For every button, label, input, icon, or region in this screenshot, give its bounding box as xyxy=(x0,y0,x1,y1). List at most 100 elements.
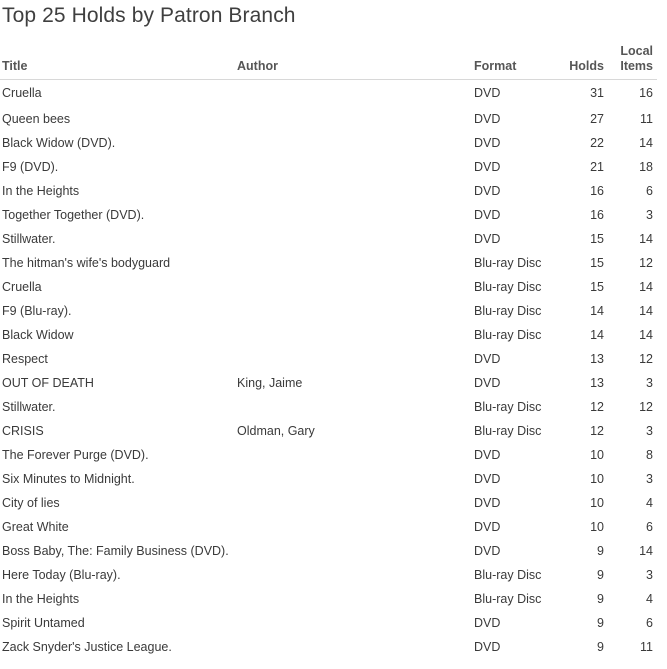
cell-holds: 22 xyxy=(590,136,604,150)
column-header-author[interactable]: Author xyxy=(236,44,473,80)
cell-local-items: 12 xyxy=(639,400,653,414)
cell-format: Blu-ray Disc xyxy=(474,328,542,342)
cell-local-items: 14 xyxy=(639,304,653,318)
column-header-holds[interactable]: Holds xyxy=(563,44,608,80)
cell-local-items: 14 xyxy=(639,280,653,294)
cell-title: Stillwater. xyxy=(2,400,56,414)
table-row[interactable]: The Forever Purge (DVD). DVD 10 8 xyxy=(0,443,657,467)
table-row[interactable]: Spirit Untamed DVD 9 6 xyxy=(0,611,657,635)
cell-format: DVD xyxy=(474,640,501,654)
cell-holds: 27 xyxy=(590,112,604,126)
cell-author xyxy=(236,107,473,131)
cell-author xyxy=(236,467,473,491)
table-body: Cruella DVD 31 16 Queen bees DVD 27 11 Black Wid… xyxy=(0,80,657,660)
cell-title: F9 (DVD). xyxy=(2,160,59,174)
cell-format: DVD xyxy=(474,616,501,630)
cell-format: DVD xyxy=(474,184,501,198)
table-row[interactable]: In the Heights Blu-ray Disc 9 4 xyxy=(0,587,657,611)
cell-author xyxy=(236,635,473,659)
cell-title: Six Minutes to Midnight. xyxy=(2,472,135,486)
cell-title: Spirit Untamed xyxy=(2,616,85,630)
table-row[interactable]: F9 (DVD). DVD 21 18 xyxy=(0,155,657,179)
table-row[interactable]: Six Minutes to Midnight. DVD 10 3 xyxy=(0,467,657,491)
cell-local-items: 11 xyxy=(640,640,653,654)
cell-author xyxy=(236,515,473,539)
cell-holds: 21 xyxy=(590,160,604,174)
cell-local-items: 4 xyxy=(646,496,653,510)
cell-author xyxy=(236,203,473,227)
cell-author xyxy=(236,443,473,467)
column-header-format[interactable]: Format xyxy=(473,44,563,80)
cell-local-items: 3 xyxy=(646,424,653,438)
cell-holds: 9 xyxy=(597,544,604,558)
cell-title: City of lies xyxy=(2,496,60,510)
cell-format: Blu-ray Disc xyxy=(474,256,542,270)
cell-local-items: 12 xyxy=(639,352,653,366)
table-row[interactable]: Cruella DVD 31 16 xyxy=(0,80,657,108)
cell-local-items: 3 xyxy=(646,208,653,222)
cell-title: Queen bees xyxy=(2,112,71,126)
cell-holds: 10 xyxy=(590,472,604,486)
cell-holds: 12 xyxy=(590,424,604,438)
cell-title: In the Heights xyxy=(2,184,80,198)
cell-local-items: 3 xyxy=(646,472,653,486)
table-row[interactable]: Black Widow Blu-ray Disc 14 14 xyxy=(0,323,657,347)
table-row[interactable]: Great White DVD 10 6 xyxy=(0,515,657,539)
cell-author xyxy=(236,611,473,635)
cell-holds: 14 xyxy=(590,328,604,342)
cell-author xyxy=(236,491,473,515)
cell-author xyxy=(236,131,473,155)
cell-holds: 10 xyxy=(590,448,604,462)
table-row[interactable]: F9 (Blu-ray). Blu-ray Disc 14 14 xyxy=(0,299,657,323)
table-row[interactable]: The hitman's wife's bodyguard Blu-ray Dis… xyxy=(0,251,657,275)
table-row[interactable]: Zack Snyder's Justice League. DVD 9 11 xyxy=(0,635,657,659)
cell-author xyxy=(236,587,473,611)
cell-local-items: 6 xyxy=(646,520,653,534)
cell-title: Cruella xyxy=(2,280,42,294)
cell-title: Together Together (DVD). xyxy=(2,208,145,222)
column-header-local-items[interactable]: Local Items xyxy=(608,44,657,80)
cell-holds: 9 xyxy=(597,616,604,630)
table-header: Title Author Format Holds Local Items xyxy=(0,44,657,80)
table-row[interactable]: Cruella Blu-ray Disc 15 14 xyxy=(0,275,657,299)
cell-format: DVD xyxy=(474,448,501,462)
cell-author: Oldman, Gary xyxy=(237,424,315,438)
cell-holds: 12 xyxy=(590,400,604,414)
table-row[interactable]: Queen bees DVD 27 11 xyxy=(0,107,657,131)
table-row[interactable]: In the Heights DVD 16 6 xyxy=(0,179,657,203)
cell-local-items: 14 xyxy=(639,328,653,342)
cell-author: King, Jaime xyxy=(237,376,303,390)
cell-author xyxy=(236,395,473,419)
cell-title: Black Widow xyxy=(2,328,74,342)
cell-format: Blu-ray Disc xyxy=(474,280,542,294)
table-row[interactable]: Boss Baby, The: Family Business (DVD). DV… xyxy=(0,539,657,563)
table-row[interactable]: Together Together (DVD). DVD 16 3 xyxy=(0,203,657,227)
cell-local-items: 11 xyxy=(640,112,653,126)
table-row[interactable]: Stillwater. DVD 15 14 xyxy=(0,227,657,251)
cell-holds: 14 xyxy=(590,304,604,318)
cell-holds: 16 xyxy=(590,208,604,222)
cell-title: Boss Baby, The: Family Business (DVD). xyxy=(2,544,229,558)
table-row[interactable]: OUT OF DEATH King, Jaime DVD 13 3 xyxy=(0,371,657,395)
cell-local-items: 14 xyxy=(639,136,653,150)
cell-local-items: 4 xyxy=(646,592,653,606)
cell-format: DVD xyxy=(474,112,501,126)
table-row[interactable]: Stillwater. Blu-ray Disc 12 12 xyxy=(0,395,657,419)
table-row[interactable]: CRISIS Oldman, Gary Blu-ray Disc 12 3 xyxy=(0,419,657,443)
table-row[interactable]: Here Today (Blu-ray). Blu-ray Disc 9 3 xyxy=(0,563,657,587)
cell-holds: 9 xyxy=(597,592,604,606)
column-header-title[interactable]: Title xyxy=(0,44,236,80)
cell-holds: 10 xyxy=(590,496,604,510)
table-row[interactable]: Black Widow (DVD). DVD 22 14 xyxy=(0,131,657,155)
cell-format: Blu-ray Disc xyxy=(474,304,542,318)
table-row[interactable]: City of lies DVD 10 4 xyxy=(0,491,657,515)
cell-author xyxy=(236,323,473,347)
table-header-row: Title Author Format Holds Local Items xyxy=(0,44,657,80)
cell-format: DVD xyxy=(474,136,501,150)
table-row[interactable]: Respect DVD 13 12 xyxy=(0,347,657,371)
holds-report-table: Title Author Format Holds Local Items Cr… xyxy=(0,44,657,659)
cell-holds: 31 xyxy=(590,86,604,100)
cell-local-items: 14 xyxy=(639,232,653,246)
cell-holds: 9 xyxy=(597,568,604,582)
